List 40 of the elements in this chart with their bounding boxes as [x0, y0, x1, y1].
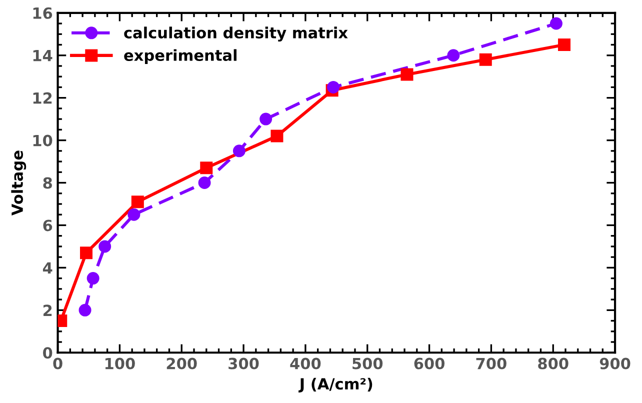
point: [327, 80, 340, 94]
point: [86, 272, 100, 285]
x-tick-label: 200: [166, 358, 197, 370]
x-tick-label: 300: [228, 358, 259, 370]
point: [550, 17, 562, 30]
point: [447, 49, 460, 62]
y-axis-title: Voltage: [11, 150, 26, 216]
y-tick-label: 4: [42, 262, 52, 274]
legend-label: calculation density matrix: [124, 26, 348, 42]
y-tick-label: 10: [33, 134, 52, 146]
point: [200, 162, 213, 174]
y-tick-label: 12: [33, 92, 52, 104]
x-tick-label: 800: [538, 358, 568, 370]
point: [260, 112, 272, 126]
legend-label: experimental: [124, 49, 236, 64]
x-tick-label: 600: [414, 358, 444, 370]
x-tick-label: 0: [53, 358, 62, 370]
x-tick-label: 100: [105, 358, 135, 370]
y-tick-label: 2: [43, 304, 52, 316]
point: [232, 144, 246, 158]
point: [131, 196, 144, 208]
point: [198, 176, 211, 190]
x-tick-label: 900: [600, 358, 630, 370]
x-tick-label: 700: [476, 358, 506, 370]
y-tick-label: 14: [33, 50, 52, 62]
point: [128, 208, 140, 221]
point: [78, 304, 92, 316]
point: [270, 130, 284, 142]
y-tick-label: 0: [43, 347, 52, 359]
y-tick-label: 6: [43, 220, 52, 232]
point: [400, 68, 414, 81]
point: [558, 38, 571, 51]
x-tick-label: 500: [352, 358, 383, 370]
point: [479, 53, 492, 66]
y-tick-label: 16: [33, 7, 52, 19]
x-tick-label: 400: [290, 358, 321, 370]
y-tick-label: 8: [43, 177, 52, 189]
point: [98, 240, 112, 253]
point: [80, 246, 93, 260]
x-axis-title: J (A/cm²): [298, 378, 372, 392]
